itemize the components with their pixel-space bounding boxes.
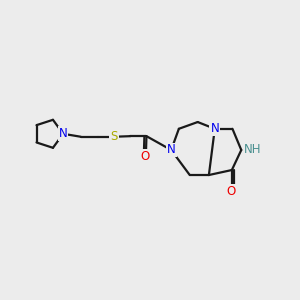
Text: N: N (59, 127, 68, 140)
Text: S: S (110, 130, 118, 143)
Text: N: N (210, 122, 219, 135)
Text: N: N (167, 143, 176, 157)
Text: O: O (141, 150, 150, 163)
Text: O: O (226, 185, 236, 198)
Text: NH: NH (244, 143, 262, 157)
